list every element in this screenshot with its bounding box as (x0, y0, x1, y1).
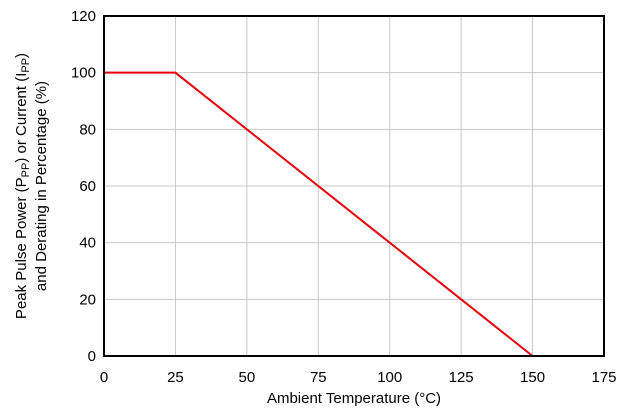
y-axis-title-line2: and Derating in Percentage (%) (33, 81, 50, 291)
x-axis-title: Ambient Temperature (°C) (267, 390, 441, 407)
y-title-sub-1: PP (20, 163, 32, 178)
y-tick-label: 0 (88, 348, 96, 365)
x-tick-label: 100 (377, 369, 402, 386)
y-tick-label: 120 (71, 8, 96, 25)
derating-line (104, 71, 534, 357)
grid (103, 15, 605, 357)
y-tick-label: 100 (71, 65, 96, 82)
y-tick-label: 20 (79, 291, 96, 308)
tick-labels: 0 25 50 75 100 125 150 175 0 20 40 60 80 100 120 (71, 8, 617, 386)
y-tick-label: 40 (79, 235, 96, 252)
y-title-sub-2: PP (20, 58, 32, 73)
x-tick-label: 125 (449, 369, 474, 386)
y-title-part-1: Peak Pulse Power (P (13, 177, 30, 319)
x-tick-label: 25 (167, 369, 184, 386)
y-title-part-2: ) or Current (I (13, 73, 30, 163)
x-tick-label: 175 (591, 369, 616, 386)
y-tick-label: 80 (79, 121, 96, 138)
x-tick-label: 75 (310, 369, 327, 386)
x-tick-label: 0 (100, 369, 108, 386)
x-tick-label: 50 (239, 369, 256, 386)
y-tick-label: 60 (79, 178, 96, 195)
series-layer (104, 71, 534, 357)
y-title-part-3: ) (13, 53, 30, 58)
y-axis-title-line1: Peak Pulse Power (PPP) or Current (IPP) (13, 53, 32, 319)
plot-frame (103, 15, 605, 357)
x-tick-label: 150 (520, 369, 545, 386)
